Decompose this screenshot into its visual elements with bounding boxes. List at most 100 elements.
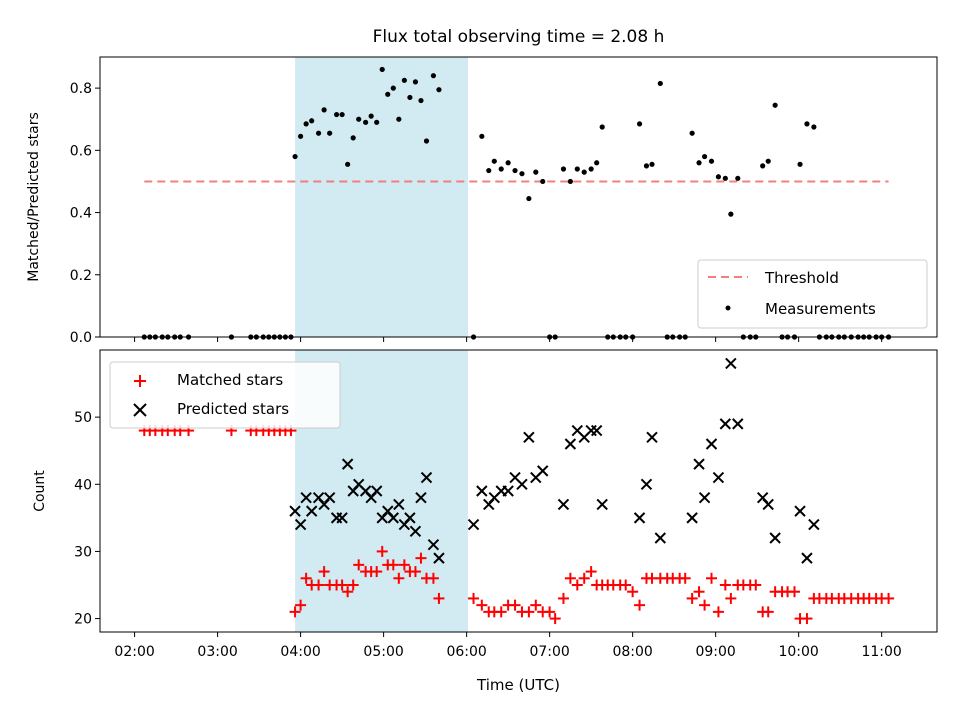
measurement-point bbox=[363, 119, 369, 125]
measurement-point bbox=[350, 135, 356, 141]
predicted-star-marker bbox=[633, 512, 646, 524]
matched-star-marker bbox=[549, 613, 561, 625]
matched-star-marker bbox=[427, 572, 439, 584]
matched-star-marker bbox=[313, 579, 325, 591]
matched-star-marker bbox=[725, 592, 737, 604]
matched-star-marker bbox=[705, 572, 717, 584]
legend-predicted-swatch bbox=[133, 403, 147, 417]
predicted-star-marker bbox=[409, 525, 422, 537]
measurement-point bbox=[436, 87, 442, 93]
predicted-star-marker bbox=[523, 431, 535, 443]
chart-title: Flux total observing time = 2.08 h bbox=[373, 27, 665, 47]
predicted-star-marker bbox=[393, 498, 405, 511]
measurement-point bbox=[412, 79, 419, 85]
top-y-axis: 0.0 0.2 0.4 0.6 0.8 bbox=[70, 81, 100, 346]
measurement-point bbox=[309, 118, 315, 124]
measurement-point bbox=[430, 73, 437, 79]
bottom-x-tick-label: 07:00 bbox=[529, 644, 569, 660]
predicted-star-marker bbox=[719, 418, 732, 430]
bottom-y-tick-label: 50 bbox=[74, 410, 92, 426]
top-y-tick-label: 0.4 bbox=[70, 206, 92, 222]
predicted-star-marker bbox=[646, 431, 658, 443]
top-y-tick-label: 0.0 bbox=[70, 330, 92, 346]
measurement-point bbox=[689, 130, 695, 136]
measurement-point bbox=[760, 163, 766, 169]
predicted-star-marker bbox=[640, 478, 653, 490]
measurement-point bbox=[512, 167, 518, 174]
measurement-point bbox=[505, 160, 511, 166]
predicted-star-marker bbox=[420, 471, 433, 484]
predicted-star-marker bbox=[698, 492, 711, 504]
matched-star-marker bbox=[801, 613, 813, 625]
bottom-y-axis-label: Count bbox=[32, 470, 48, 512]
top-legend: Threshold Measurements bbox=[697, 259, 928, 329]
measurement-point bbox=[636, 121, 643, 127]
predicted-star-marker bbox=[289, 505, 301, 517]
predicted-stars-points bbox=[289, 357, 820, 564]
measurement-point bbox=[333, 111, 340, 118]
matched-star-marker bbox=[571, 579, 583, 591]
measurement-point bbox=[560, 166, 567, 172]
predicted-star-marker bbox=[467, 518, 480, 531]
matched-stars-points bbox=[138, 425, 895, 625]
x-axis-label: Time (UTC) bbox=[476, 676, 560, 694]
legend-measurements-label: Measurements bbox=[765, 300, 876, 318]
measurement-point bbox=[407, 94, 413, 101]
matched-star-marker bbox=[347, 579, 359, 591]
predicted-star-marker bbox=[732, 418, 744, 430]
matched-star-marker bbox=[789, 586, 801, 598]
measurement-point bbox=[696, 160, 702, 166]
legend-measurements-swatch bbox=[725, 305, 731, 311]
predicted-star-marker bbox=[370, 485, 383, 497]
measurement-point bbox=[327, 130, 333, 136]
measurement-point bbox=[396, 116, 402, 122]
matched-star-marker bbox=[353, 559, 365, 571]
predicted-star-marker bbox=[516, 478, 528, 490]
measurement-point bbox=[540, 178, 546, 185]
measurement-point bbox=[701, 153, 708, 160]
predicted-star-marker bbox=[808, 518, 820, 531]
measurement-point bbox=[379, 66, 385, 73]
predicted-star-marker bbox=[705, 438, 718, 450]
measurement-point bbox=[479, 133, 485, 139]
top-y-tick-label: 0.8 bbox=[70, 81, 92, 97]
bottom-x-tick-label: 11:00 bbox=[861, 644, 901, 660]
bottom-x-axis: 02:00 03:00 04:00 05:00 06:00 07:00 08:00 09:00… bbox=[114, 632, 902, 660]
measurement-point bbox=[526, 195, 532, 202]
measurement-point bbox=[594, 160, 600, 166]
predicted-star-marker bbox=[476, 485, 488, 497]
top-plot-frame bbox=[99, 56, 938, 338]
matched-star-marker bbox=[578, 572, 590, 584]
matched-star-marker bbox=[693, 586, 705, 598]
bottom-x-tick-label: 04:00 bbox=[280, 644, 320, 660]
matched-star-marker bbox=[468, 592, 480, 604]
matched-star-marker bbox=[289, 606, 301, 618]
top-highlight-span bbox=[295, 57, 469, 337]
predicted-star-marker bbox=[415, 492, 427, 504]
bottom-x-tick-label: 05:00 bbox=[363, 644, 403, 660]
matched-star-marker bbox=[719, 579, 731, 591]
top-y-axis-label: Matched/Predicted stars bbox=[26, 112, 42, 282]
bottom-y-tick-label: 40 bbox=[74, 477, 92, 493]
measurement-point bbox=[772, 102, 778, 108]
predicted-star-marker bbox=[341, 458, 354, 470]
predicted-star-marker bbox=[433, 552, 445, 564]
matched-star-marker bbox=[495, 606, 507, 618]
legend-matched-label: Matched stars bbox=[177, 371, 283, 389]
measurement-point bbox=[368, 113, 374, 119]
matched-star-marker bbox=[523, 606, 535, 618]
predicted-star-marker bbox=[502, 485, 514, 497]
matched-star-marker bbox=[699, 599, 711, 611]
measurement-point bbox=[533, 169, 539, 175]
matched-star-marker bbox=[557, 592, 569, 604]
predicted-star-marker bbox=[323, 492, 336, 504]
matched-star-marker bbox=[393, 572, 405, 584]
bottom-legend: Matched stars Predicted stars bbox=[109, 361, 341, 429]
top-y-tick-label: 0.6 bbox=[70, 143, 92, 159]
measurement-point bbox=[797, 161, 803, 167]
measurement-point bbox=[728, 211, 734, 217]
bottom-x-tick-label: 02:00 bbox=[114, 644, 154, 660]
predicted-star-marker bbox=[794, 505, 806, 517]
matched-star-marker bbox=[371, 566, 383, 578]
